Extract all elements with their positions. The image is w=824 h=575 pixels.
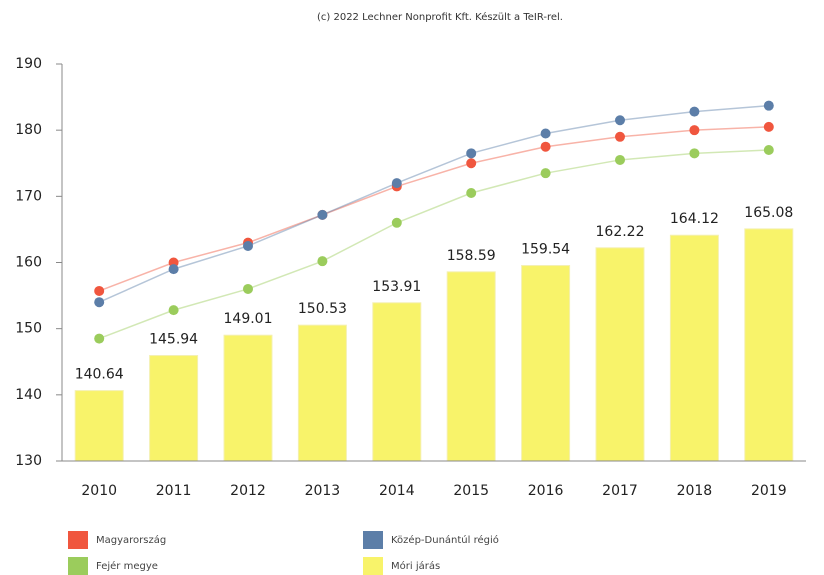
point [94,333,105,344]
legend-swatch [363,531,383,549]
bar [595,247,645,462]
bar [149,355,199,462]
x-tick-label: 2019 [751,483,787,499]
point [466,148,477,159]
x-tick-label: 2010 [81,483,117,499]
line [98,126,769,292]
bar [372,302,422,462]
x-tick-label: 2018 [677,483,713,499]
chart-title: (c) 2022 Lechner Nonprofit Kft. Készült … [317,11,563,23]
x-tick-label: 2012 [230,483,266,499]
x-tick-label: 2011 [156,483,192,499]
bar [297,324,347,462]
point [466,158,477,169]
point [689,106,700,117]
point [615,154,625,165]
y-tick-label: 130 [15,453,42,469]
bar [74,390,124,462]
point [243,283,253,294]
bar [446,271,496,462]
y-tick-label: 150 [15,321,42,337]
point [94,297,105,308]
y-tick-label: 190 [15,56,42,72]
x-tick-label: 2015 [453,483,489,499]
x-tick-label: 2017 [602,483,638,499]
point [540,141,551,152]
point [689,148,700,159]
bar [521,265,571,462]
point [763,121,774,132]
point [391,178,402,189]
bar-label: 165.08 [744,205,793,221]
bar-label: 145.94 [149,332,198,348]
legend-label: Móri járás [391,560,440,572]
bar-label: 149.01 [224,311,273,327]
legend-label: Fejér megye [96,560,158,572]
bar-label: 140.64 [75,367,124,383]
point [168,305,179,316]
x-tick-label: 2013 [305,483,341,499]
x-tick-label: 2016 [528,483,564,499]
point [615,115,625,126]
bar-label: 153.91 [372,279,421,295]
legend-swatch [363,557,383,575]
y-tick-label: 140 [15,387,42,403]
point [168,264,179,275]
bar [744,228,794,462]
point [466,188,477,199]
point [689,125,700,136]
point [615,131,625,142]
bar [223,334,273,462]
y-tick-label: 160 [15,255,42,271]
y-tick-label: 180 [15,122,42,138]
point [540,128,551,139]
legend-label: Közép-Dunántúl régió [391,534,499,546]
x-tick-label: 2014 [379,483,415,499]
point [317,209,328,220]
point [94,285,105,296]
bar [669,234,719,462]
legend-swatch [68,531,88,549]
legend-label: Magyarország [96,534,166,546]
point [763,100,774,111]
point [763,145,774,156]
point [317,256,328,267]
line [98,104,769,303]
point [540,168,551,179]
line [98,149,769,340]
bar-label: 150.53 [298,301,347,317]
point [391,217,402,228]
bar-label: 162.22 [596,224,645,240]
bar-label: 159.54 [521,242,570,258]
point [243,240,253,251]
bar-label: 164.12 [670,211,719,227]
legend-swatch [68,557,88,575]
y-tick-label: 170 [15,188,42,204]
bar-label: 158.59 [447,248,496,264]
